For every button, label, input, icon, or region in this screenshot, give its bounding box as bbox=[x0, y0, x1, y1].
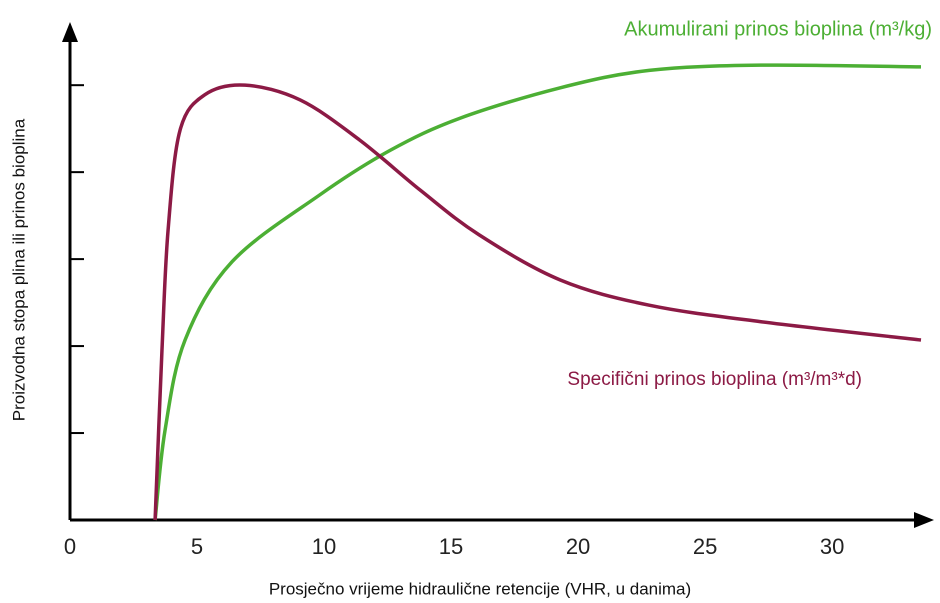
x-tick-label: 25 bbox=[693, 534, 717, 559]
series-label: Akumulirani prinos bioplina (m³/kg) bbox=[624, 18, 932, 40]
x-tick-label: 5 bbox=[191, 534, 203, 559]
x-tick-label: 30 bbox=[820, 534, 844, 559]
x-tick-label: 10 bbox=[312, 534, 336, 559]
x-axis-arrow bbox=[914, 512, 934, 528]
y-axis-arrow bbox=[62, 22, 78, 42]
series-line bbox=[153, 63, 922, 521]
x-tick-label: 15 bbox=[439, 534, 463, 559]
x-tick-label: 20 bbox=[566, 534, 590, 559]
series-label: Specifični prinos bioplina (m³/m³*d) bbox=[567, 369, 862, 390]
y-axis-label: Proizvodna stopa plina ili prinos biopli… bbox=[9, 118, 28, 421]
x-tick-label: 0 bbox=[64, 534, 76, 559]
series-line bbox=[153, 83, 922, 521]
x-axis-label: Prosječno vrijeme hidraulične retencije … bbox=[269, 579, 691, 598]
